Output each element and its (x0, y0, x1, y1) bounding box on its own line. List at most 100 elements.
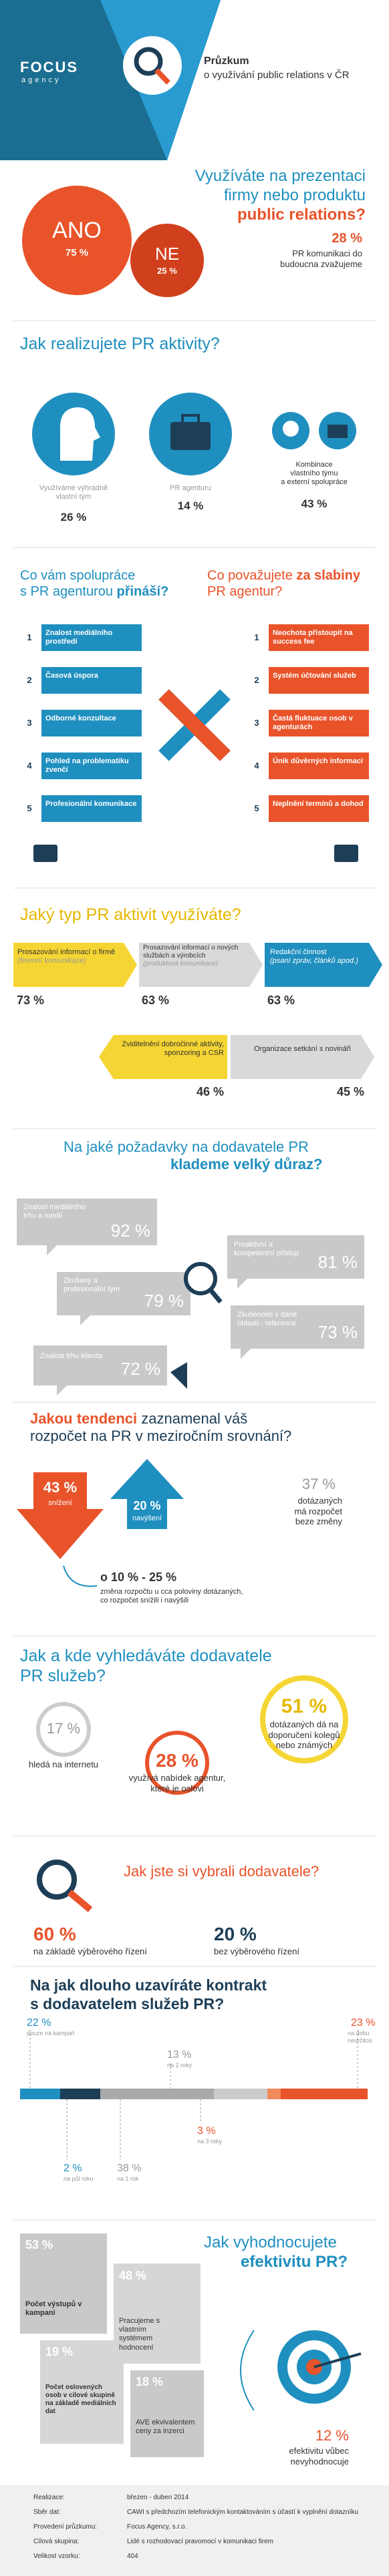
list-box (247, 795, 266, 822)
magnifier-handle (209, 1288, 223, 1304)
bubble-value: 79 % (144, 1291, 184, 1311)
increase-value: 20 % (133, 1499, 161, 1512)
list-box (269, 795, 369, 822)
title-part: Jak vyhodnocujete (204, 2233, 337, 2251)
bar-segment (60, 2089, 100, 2099)
section-title: Na jak dlouho uzavíráte kontrakt s dodav… (30, 1976, 267, 2012)
list-box (41, 624, 142, 651)
list-text: Znalost mediálního prostředí (45, 629, 113, 646)
briefcase-icon (170, 422, 211, 450)
connector (63, 1565, 98, 1587)
yes-value: 75 % (65, 247, 89, 258)
contract-label: na 3 roky (197, 2138, 223, 2145)
ring (260, 1675, 348, 1763)
bubble (33, 1345, 167, 1396)
bar-segment (20, 2089, 60, 2099)
footer-bg (0, 2485, 389, 2576)
agency-label: využívá nabídek agentur, které je oslovi (128, 1773, 226, 1793)
tag-label: Zviditelnění dobročinné aktivity, sponzo… (122, 1040, 224, 1058)
list-number: 2 (27, 675, 32, 685)
list-number: 5 (27, 803, 32, 813)
magnifier (37, 1860, 77, 1900)
tag (13, 943, 137, 987)
logo-sub: agency (21, 76, 61, 84)
label: Prosazování informací o firmě (17, 948, 116, 956)
bubble-label: Proaktivní a kompetentní přístup (234, 1241, 299, 1258)
yes-label: ANO (52, 218, 102, 243)
bubble-label: Znalost mediálního trhu a médií (23, 1203, 86, 1221)
section-title: Jak jste si vybrali dodavatele? (124, 1863, 319, 1880)
list-boxes (20, 624, 369, 822)
box-label: Počet výstupů v kampani (25, 2300, 82, 2318)
contract-label: na 1 rok (117, 2175, 139, 2182)
list-number: 1 (254, 632, 259, 642)
no-circle (130, 224, 204, 297)
contract-value: 38 % (117, 2163, 142, 2174)
title-part: přináší? (116, 584, 169, 599)
footer-label: Provedení průzkumu: (33, 2523, 98, 2531)
consider-text: PR komunikaci do budoucna zvažujeme (280, 248, 362, 269)
increase-label: navýšení (132, 1514, 162, 1522)
box (130, 2370, 204, 2457)
item-label: Využíváme výhradně vlastní tým (39, 484, 108, 501)
decrease-value: 43 % (43, 1479, 78, 1496)
list-number: 4 (254, 761, 259, 771)
footer-value: Lidé s rozhodovací pravomocí v komunikac… (127, 2538, 273, 2545)
section-title: Jakou tendenci zaznamenal váš rozpočet n… (30, 1410, 291, 1446)
box-value: 53 % (25, 2238, 53, 2251)
bubble (57, 1272, 190, 1325)
list-number: 2 (254, 675, 259, 685)
tag (265, 943, 382, 987)
list-box (41, 667, 142, 694)
list-box (20, 710, 39, 736)
down-arrow (17, 1472, 104, 1559)
title-part: Jakou tendenci (30, 1410, 138, 1427)
bubble-value: 72 % (120, 1359, 160, 1379)
list-box (41, 753, 142, 779)
title-part: efektivitu PR? (241, 2252, 348, 2271)
logo-circle (123, 36, 182, 95)
bar-segment (100, 2089, 214, 2099)
item-value: 26 % (60, 511, 87, 523)
bar-segment (267, 2089, 281, 2099)
note: (firemní komunikace) (17, 957, 86, 965)
tag-value: 73 % (17, 994, 45, 1007)
briefcase-icon (334, 845, 358, 862)
question-line: public relations? (237, 205, 366, 224)
ring (36, 1702, 91, 1757)
logo: FOCUS (20, 59, 78, 75)
subtitle: o využívání public relations v ČR (204, 69, 350, 81)
footer-value: Focus Agency, s.r.o. (127, 2523, 187, 2531)
cross (158, 689, 231, 761)
tag-label: Prosazování informací o firmě (firemní ko… (17, 948, 118, 965)
tag (139, 943, 263, 987)
decrease-label: snížení (48, 1499, 72, 1507)
bubble-label: Zkušený a profesionální tým (63, 1277, 120, 1294)
recommend-label: dotázaných dá na doporučení kolegů nebo … (268, 1719, 340, 1751)
section-title: Na jaké požadavky na dodavatele PR kladem… (63, 1138, 322, 1174)
section-title: Jak vyhodnocujete efektivitu PR? (204, 2233, 348, 2272)
list-box (269, 753, 369, 779)
box-label: AVE ekvivalentem ceny za inzerci (136, 2418, 195, 2436)
magnifier-handle (154, 68, 170, 85)
title: Průzkum (204, 55, 249, 67)
list-box (20, 795, 39, 822)
list-text: Častá fluktuace osob v agenturách (273, 714, 353, 732)
tag-value: 63 % (142, 994, 170, 1007)
list-text: Neplnění termínů a dohod (273, 800, 364, 808)
megaphone (170, 1362, 187, 1389)
title-part: za slabiny (296, 568, 361, 583)
list-text: Pohled na problematiku zvenčí (45, 757, 129, 775)
head-icon (60, 407, 100, 461)
footer-value: 404 (127, 2553, 138, 2560)
bar-segment (214, 2089, 267, 2099)
list-box (247, 667, 266, 694)
list-box (247, 624, 266, 651)
tag-label: Redakční činnost (psaní zpráv, článků apo… (270, 948, 370, 965)
list-box (20, 624, 39, 651)
title-part: Co považujete (207, 568, 297, 583)
box (114, 2264, 201, 2364)
list-box (247, 753, 266, 779)
